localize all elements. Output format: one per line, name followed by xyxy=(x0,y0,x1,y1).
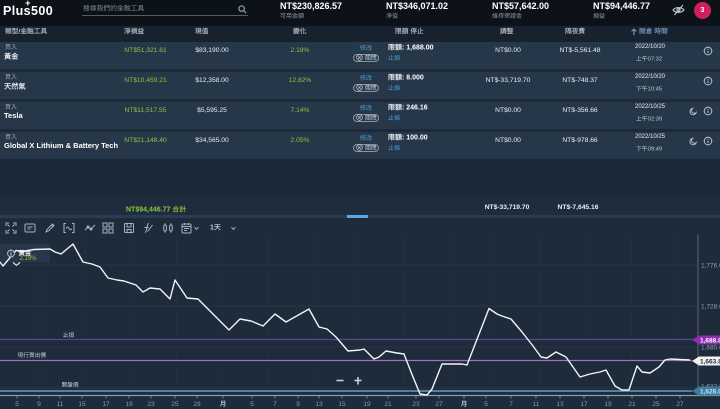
svg-text:17: 17 xyxy=(580,401,588,408)
svg-text:25: 25 xyxy=(171,401,179,408)
svg-text:19: 19 xyxy=(363,401,371,408)
svg-text:7: 7 xyxy=(273,401,277,408)
svg-text:7: 7 xyxy=(509,401,513,408)
svg-text:09:49: 09:49 xyxy=(647,147,662,153)
svg-text:5: 5 xyxy=(250,401,254,408)
svg-text:27: 27 xyxy=(435,401,443,408)
svg-text:13: 13 xyxy=(315,401,323,408)
svg-text:1: 1 xyxy=(210,225,214,232)
svg-text:17: 17 xyxy=(102,401,110,408)
svg-text:1,680.00: 1,680.00 xyxy=(701,345,720,352)
svg-text:27: 27 xyxy=(676,401,684,408)
svg-text:1,688.00: 1,688.00 xyxy=(700,337,720,344)
svg-text:1,628.00: 1,628.00 xyxy=(700,388,720,395)
svg-text:: 1,688.00: : 1,688.00 xyxy=(402,45,434,52)
svg-text:5: 5 xyxy=(484,401,488,408)
svg-text:10:45: 10:45 xyxy=(647,87,662,93)
svg-text:29: 29 xyxy=(193,401,201,408)
svg-text:02:39: 02:39 xyxy=(647,117,662,123)
svg-text:/: / xyxy=(18,28,20,35)
svg-text:21: 21 xyxy=(384,401,392,408)
svg-text:1,728.00: 1,728.00 xyxy=(701,304,720,311)
svg-text:19: 19 xyxy=(604,401,612,408)
svg-text:15: 15 xyxy=(78,401,86,408)
svg-text:19: 19 xyxy=(125,401,133,408)
svg-text:11: 11 xyxy=(533,401,540,408)
svg-text:23: 23 xyxy=(147,401,155,408)
svg-text:9: 9 xyxy=(37,401,41,408)
svg-text:1,663.80: 1,663.80 xyxy=(700,358,720,365)
svg-text:1,776.00: 1,776.00 xyxy=(701,263,720,270)
svg-text:2.19%: 2.19% xyxy=(20,256,38,262)
svg-text:15: 15 xyxy=(338,401,346,408)
svg-text:23: 23 xyxy=(412,401,420,408)
svg-text:07:32: 07:32 xyxy=(647,57,662,63)
svg-text:13: 13 xyxy=(556,401,564,408)
svg-text:NT$94,446.77: NT$94,446.77 xyxy=(126,207,170,214)
svg-text:11: 11 xyxy=(57,401,64,408)
svg-text:9: 9 xyxy=(296,401,300,408)
svg-text:21: 21 xyxy=(628,401,636,408)
svg-text:: 8.000: : 8.000 xyxy=(402,75,424,82)
svg-text:25: 25 xyxy=(652,401,660,408)
svg-text:: 100.00: : 100.00 xyxy=(402,135,428,142)
svg-text:5: 5 xyxy=(15,401,19,408)
svg-text:: 246.16: : 246.16 xyxy=(402,105,428,112)
